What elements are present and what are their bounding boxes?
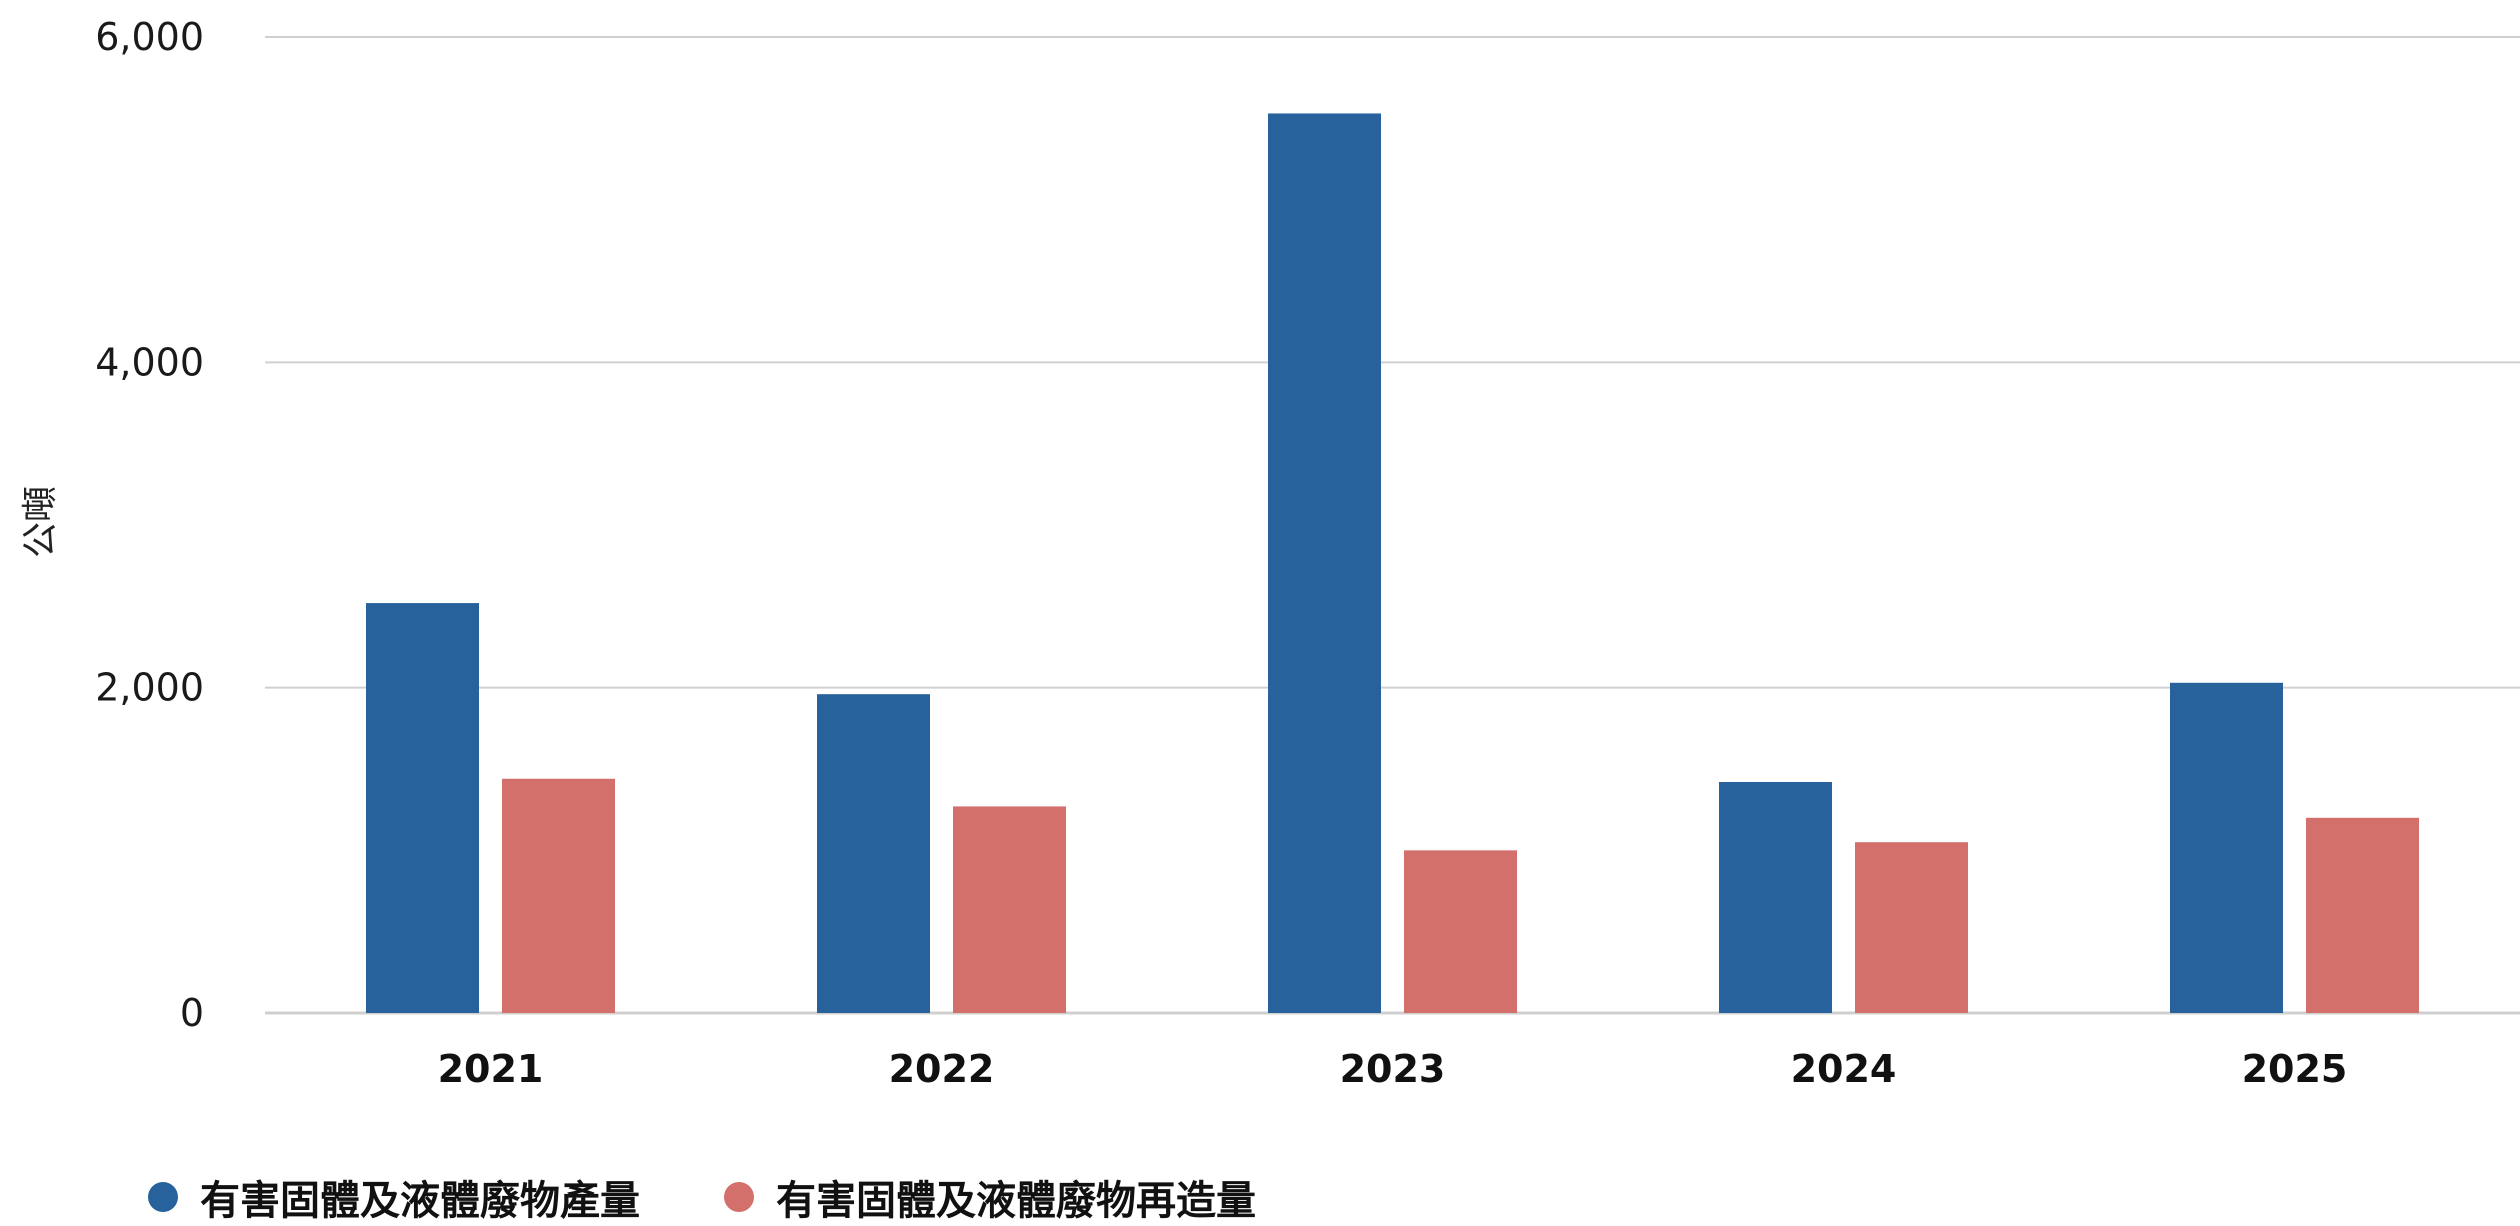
y-axis-title: 公噸 (20, 486, 61, 558)
y-tick-label-0: 0 (180, 991, 204, 1035)
axes: 0 2,000 4,000 6,000 2021 2022 2023 2024 2025 (95, 15, 2347, 1091)
x-tick-label-2024: 2024 (1791, 1047, 1897, 1091)
x-tick-label-2025: 2025 (2242, 1047, 2348, 1091)
bar-series-0-2025[interactable] (2170, 682, 2283, 1013)
bar-series-1-2024[interactable] (1855, 842, 1968, 1013)
y-tick-label-2000: 2,000 (95, 666, 204, 710)
bar-series-1-2022[interactable] (953, 806, 1066, 1013)
legend-label-series-1: 有害固體及液體廢物再造量 (776, 1178, 1256, 1224)
x-tick-label-2022: 2022 (889, 1047, 995, 1091)
bars (366, 113, 2419, 1014)
legend-swatch-series-0 (148, 1182, 178, 1212)
legend-label-series-0: 有害固體及液體廢物產量 (200, 1178, 640, 1224)
legend-swatch-series-1 (724, 1182, 754, 1212)
gridlines (265, 36, 2520, 1015)
y-tick-label-4000: 4,000 (95, 340, 204, 384)
bar-series-0-2024[interactable] (1719, 782, 1832, 1013)
bar-series-1-2025[interactable] (2306, 817, 2419, 1013)
x-tick-label-2021: 2021 (438, 1047, 544, 1091)
y-tick-label-6000: 6,000 (95, 15, 204, 59)
legend-item-series-0[interactable]: 有害固體及液體廢物產量 (148, 1168, 640, 1226)
bar-series-0-2021[interactable] (366, 603, 479, 1013)
legend: 有害固體及液體廢物產量 有害固體及液體廢物再造量 (148, 1168, 1340, 1226)
bar-series-1-2021[interactable] (502, 778, 615, 1013)
bar-series-0-2022[interactable] (817, 694, 930, 1013)
x-tick-label-2023: 2023 (1340, 1047, 1446, 1091)
legend-item-series-1[interactable]: 有害固體及液體廢物再造量 (724, 1168, 1256, 1226)
bar-series-1-2023[interactable] (1404, 850, 1517, 1013)
bar-series-0-2023[interactable] (1268, 113, 1381, 1014)
